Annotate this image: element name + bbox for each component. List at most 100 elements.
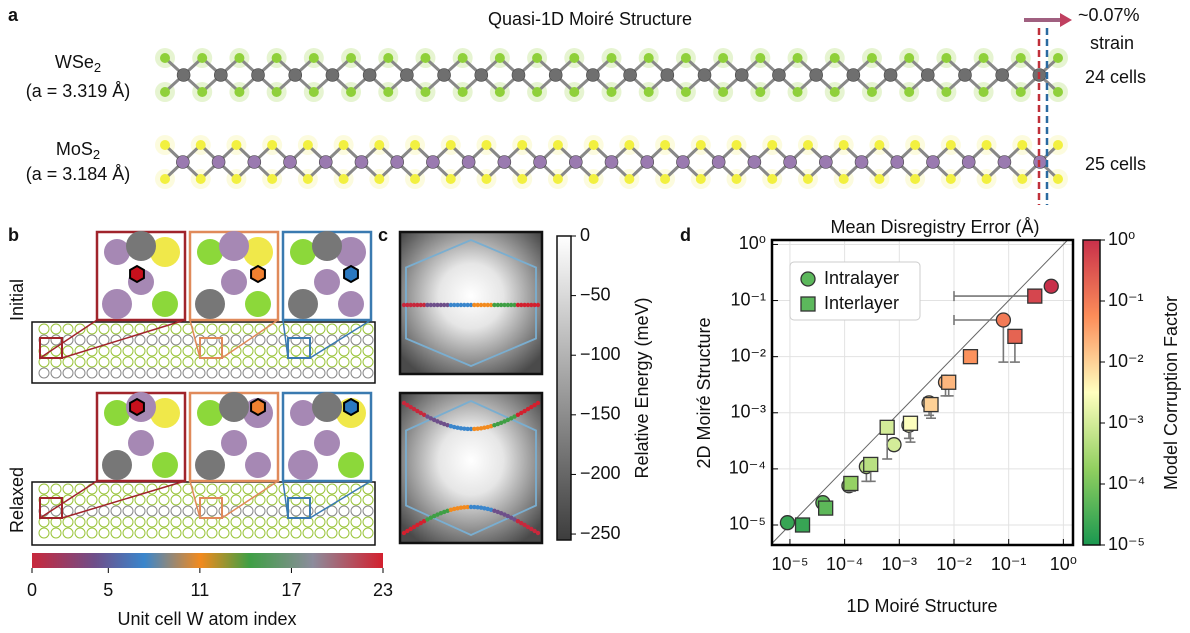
colorbar [557, 236, 571, 540]
chalcogen-atom [446, 174, 456, 184]
chalcogen-atom [982, 174, 992, 184]
chalcogen-atom [982, 140, 992, 150]
layer-subscript: 2 [93, 147, 100, 162]
legend-marker [801, 272, 815, 286]
layer-name: MoS2 [56, 139, 100, 163]
chalcogen-atom [1016, 87, 1026, 97]
metal-atom [884, 69, 897, 82]
chalcogen-atom [446, 140, 456, 150]
strain-label: strain [1090, 33, 1134, 53]
metal-atom [289, 69, 302, 82]
chalcogen-atom [160, 87, 170, 97]
chalcogen-atom [339, 174, 349, 184]
chalcogen-atom [1053, 174, 1063, 184]
metal-atom [498, 156, 511, 169]
lattice-constant: (a = 3.319 Å) [26, 81, 131, 101]
cell-count: 24 cells [1085, 67, 1146, 87]
chalcogen-atom [272, 87, 282, 97]
chalcogen-atom [234, 87, 244, 97]
metal-atom [512, 69, 525, 82]
chalcogen-atom [346, 87, 356, 97]
metal-atom [784, 156, 797, 169]
chalcogen-atom [267, 140, 277, 150]
row-label: Relaxed [7, 467, 27, 533]
metal-atom [698, 69, 711, 82]
metal-atom [661, 69, 674, 82]
inset-blob [312, 392, 342, 422]
metal-atom [996, 69, 1009, 82]
chalcogen-atom [941, 53, 951, 63]
chalcogen-atom [309, 87, 319, 97]
metal-atom [212, 156, 225, 169]
colorbar-tick-label: −50 [580, 284, 611, 304]
chalcogen-atom [532, 87, 542, 97]
chalcogen-atom [569, 87, 579, 97]
data-point [924, 398, 938, 412]
data-point [844, 476, 858, 490]
metal-atom [641, 156, 654, 169]
chalcogen-atom [946, 140, 956, 150]
chalcogen-atom [303, 174, 313, 184]
chalcogen-atom [904, 53, 914, 63]
chalcogen-atom [410, 140, 420, 150]
inset-blob [128, 430, 154, 456]
metal-atom [958, 69, 971, 82]
metal-atom [855, 156, 868, 169]
y-tick-label: 10⁻¹ [730, 289, 766, 309]
x-tick-label: 10⁻¹ [991, 554, 1027, 574]
inset-blob [104, 400, 130, 426]
colorbar-tick-label: 10⁻¹ [1108, 290, 1144, 310]
colorbar-tick-label: 10⁻² [1108, 351, 1144, 371]
chalcogen-atom [383, 53, 393, 63]
chalcogen-atom [374, 140, 384, 150]
inset-blob [221, 269, 247, 295]
colorbar-tick-label: 23 [373, 580, 393, 600]
chalcogen-atom [607, 87, 617, 97]
colorbar-tick-label: 11 [191, 580, 210, 600]
x-tick-label: 10⁻² [936, 554, 972, 574]
data-point [903, 416, 917, 430]
colorbar-tick-label: −200 [580, 463, 621, 483]
chalcogen-atom [867, 87, 877, 97]
chalcogen-atom [197, 87, 207, 97]
chalcogen-atom [339, 140, 349, 150]
data-point [887, 438, 901, 452]
metal-atom [462, 156, 475, 169]
inset-blob [338, 291, 364, 317]
chalcogen-atom [553, 174, 563, 184]
y-tick-label: 10⁰ [739, 233, 766, 253]
chalcogen-atom [839, 174, 849, 184]
metal-atom [475, 69, 488, 82]
data-point [963, 350, 977, 364]
metal-atom [586, 69, 599, 82]
data-point [880, 420, 894, 434]
chalcogen-atom [410, 174, 420, 184]
chalcogen-atom [458, 87, 468, 97]
chalcogen-atom [867, 53, 877, 63]
chalcogen-atom [946, 174, 956, 184]
chalcogen-atom [234, 53, 244, 63]
atom-marker [130, 399, 144, 415]
chalcogen-atom [755, 87, 765, 97]
metal-atom [177, 69, 190, 82]
metal-atom [847, 69, 860, 82]
chalcogen-atom [231, 140, 241, 150]
metal-atom [819, 156, 832, 169]
chalcogen-atom [793, 53, 803, 63]
inset-blob [221, 430, 247, 456]
metal-atom [712, 156, 725, 169]
chalcogen-atom [732, 140, 742, 150]
chalcogen-atom [589, 140, 599, 150]
colorbar-label: Unit cell W atom index [117, 609, 296, 629]
inset-blob [219, 392, 249, 422]
metal-atom [772, 69, 785, 82]
inset-blob [102, 450, 132, 480]
data-point [796, 518, 810, 532]
data-point [996, 313, 1010, 327]
metal-atom [400, 69, 413, 82]
chalcogen-atom [569, 53, 579, 63]
lattice-constant: (a = 3.184 Å) [26, 164, 131, 184]
metal-atom [176, 156, 189, 169]
chalcogen-atom [767, 174, 777, 184]
layer-formula: MoS [56, 139, 93, 159]
